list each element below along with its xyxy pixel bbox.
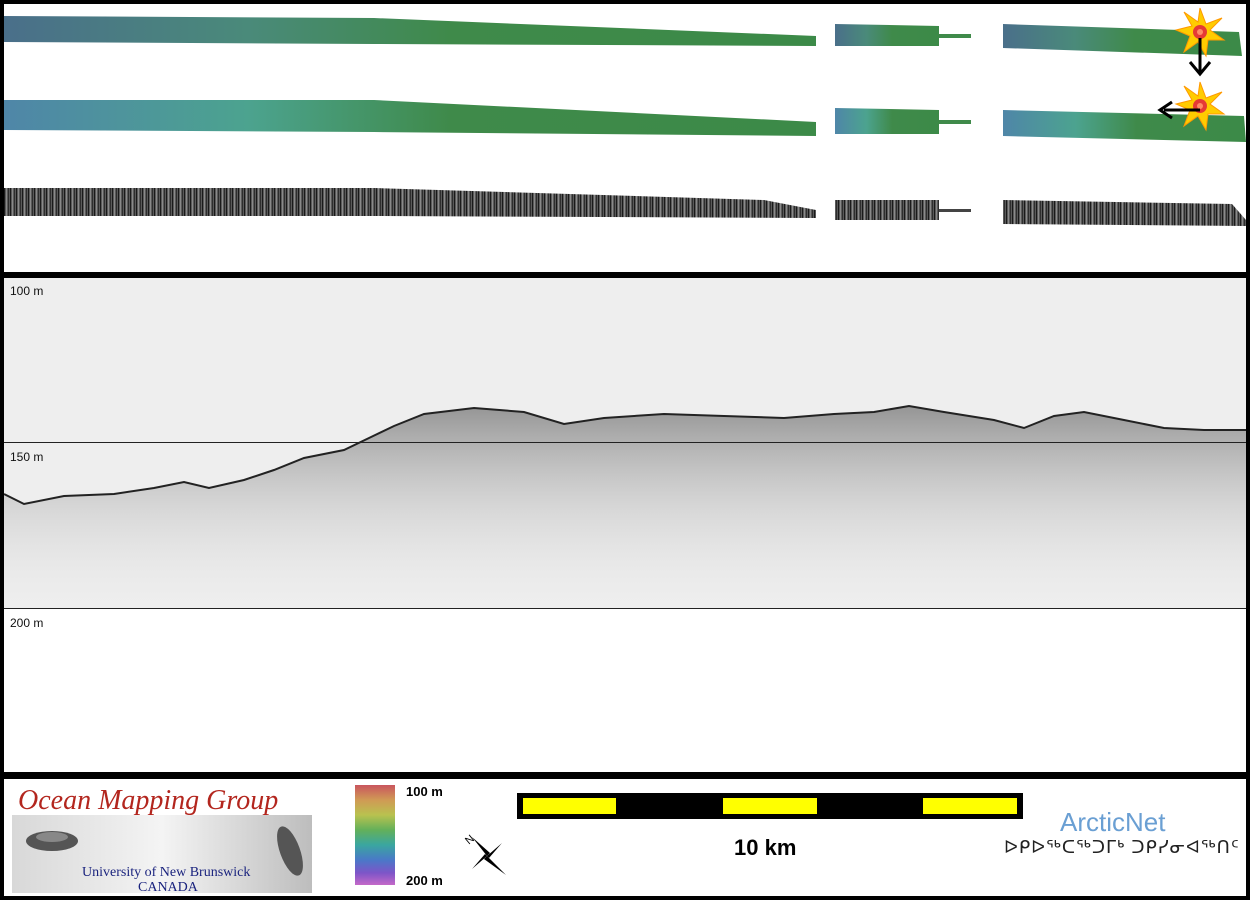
omg-university: University of New Brunswick [82,865,251,880]
omg-title: Ocean Mapping Group [18,785,279,816]
swath-segment [939,34,971,38]
depth-label-150: 150 m [10,450,44,464]
depth-label-200: 200 m [10,616,44,630]
depth-line-200 [4,608,1246,609]
arrow-down-icon [1188,38,1212,77]
seafloor-image [12,815,312,893]
arrow-left-icon [1157,100,1200,120]
legend-panel: Ocean Mapping Group University of New Br… [4,779,1246,896]
seafloor-trace [4,404,1246,506]
swath-strip-a [4,16,1242,56]
swath-panel [4,4,1246,272]
profile-svg [4,278,1246,608]
swath-segment [1003,110,1246,142]
depth-label-100: 100 m [10,284,44,298]
compass-letter: N [463,833,477,847]
scale-bar [517,793,1023,819]
ocean-mapping-group-logo: Ocean Mapping Group University of New Br… [12,783,312,895]
colorbar-bottom-label: 200 m [406,873,443,888]
sun-icon [1174,7,1226,58]
profile-panel: 100 m 150 m 200 m [4,278,1246,772]
scale-label: 10 km [734,835,797,860]
swath-strip-b [4,100,1246,142]
swath-segment [835,24,939,46]
north-arrow-icon: N [463,833,506,875]
swath-svg [4,7,1246,226]
swath-segment [835,108,939,134]
swath-segment [4,188,816,218]
colorbar-top-label: 100 m [406,784,443,799]
swath-segment [835,200,939,220]
sun-icon [1174,81,1226,132]
swath-segment [939,209,971,212]
swath-segment [939,120,971,124]
swath-segment [4,100,816,136]
swath-segment [4,16,816,46]
swath-segment [1003,200,1246,226]
omg-country: CANADA [138,880,198,895]
depth-line-150 [4,442,1246,443]
depth-colorbar [355,785,395,885]
arcticnet-inuktitut: ᐅᑭᐅᖅᑕᖅᑐᒥᒃ ᑐᑭᓯᓂᐊᖅᑎᑦ [1004,837,1240,857]
arcticnet-logo: ArcticNet [1060,807,1166,837]
swath-strip-c [4,188,1246,226]
